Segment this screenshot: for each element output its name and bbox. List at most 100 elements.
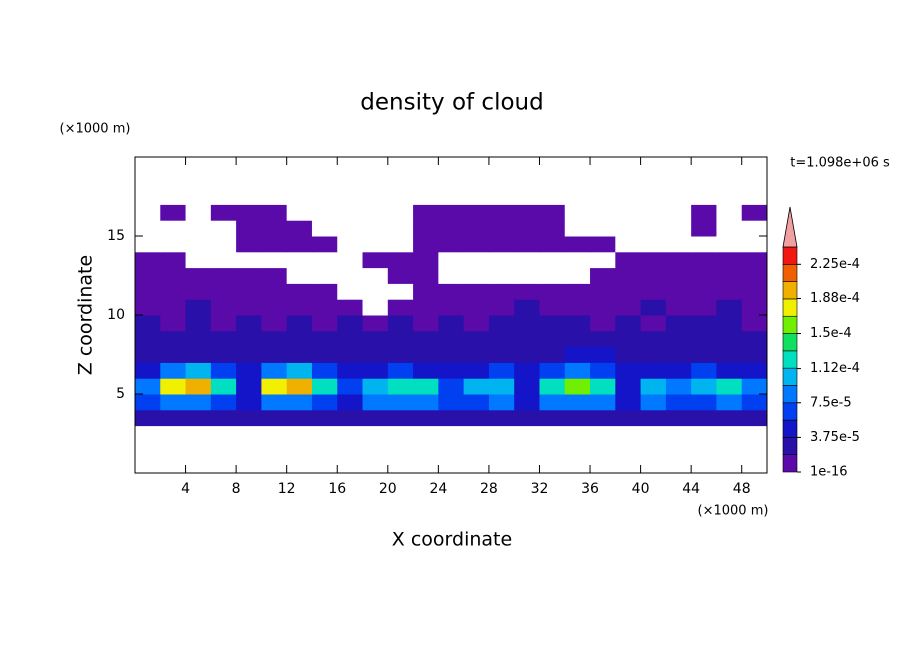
field-cell <box>590 330 616 348</box>
colorbar-box <box>782 281 798 300</box>
field-cell <box>539 236 566 253</box>
field-cell <box>463 267 490 284</box>
field-cell <box>665 188 692 205</box>
field-cell <box>640 283 667 300</box>
field-cell <box>236 188 262 205</box>
field-cell <box>741 315 768 332</box>
field-cell <box>413 299 439 316</box>
y-unit: (×1000 m) <box>60 122 131 137</box>
field-cell <box>615 409 642 427</box>
field-cell <box>236 251 262 269</box>
field-cell <box>463 346 490 363</box>
field-cell <box>311 330 338 348</box>
field-cell <box>514 299 540 316</box>
field-cell <box>640 330 667 348</box>
colorbar-box <box>782 419 798 438</box>
field-cell <box>463 378 490 395</box>
field-cell <box>665 204 692 221</box>
field-cell <box>413 220 439 237</box>
field-cell <box>362 236 389 253</box>
field-cell <box>488 330 515 348</box>
colorbar-box <box>782 264 798 282</box>
field-cell <box>261 394 288 411</box>
field-cell <box>387 394 414 411</box>
y-tick-label: 10 <box>107 307 125 323</box>
field-cell <box>413 378 439 395</box>
field-cell <box>539 267 566 284</box>
field <box>135 188 768 427</box>
field-cell <box>665 267 692 284</box>
field-cell <box>741 394 768 411</box>
field-cell <box>665 394 692 411</box>
field-cell <box>741 346 768 363</box>
field-cell <box>716 409 743 427</box>
field-cell <box>311 236 338 253</box>
field-cell <box>261 315 288 332</box>
field-cell <box>210 362 237 379</box>
field-cell <box>564 409 591 427</box>
field-cell <box>261 299 288 316</box>
field-cell <box>438 283 465 300</box>
field-cell <box>615 251 642 269</box>
field-cell <box>590 409 616 427</box>
field-cell <box>387 220 414 237</box>
field-cell <box>716 299 743 316</box>
x-tick-label: 36 <box>581 481 599 497</box>
x-axis-label: X coordinate <box>392 529 512 551</box>
colorbar-tick-label: 1e-16 <box>810 465 848 480</box>
field-cell <box>261 236 288 253</box>
field-cell <box>590 188 616 205</box>
field-cell <box>564 188 591 205</box>
field-cell <box>741 378 768 395</box>
colorbar-box <box>782 385 798 404</box>
colorbar-box <box>782 246 798 265</box>
field-cell <box>691 378 717 395</box>
field-cell <box>413 315 439 332</box>
field-cell <box>185 394 212 411</box>
field-cell <box>135 299 161 316</box>
field-cell <box>438 251 465 269</box>
field-cell <box>135 378 161 395</box>
field-cell <box>564 204 591 221</box>
field-cell <box>236 330 262 348</box>
field-cell <box>160 315 187 332</box>
field-cell <box>286 267 313 284</box>
field-cell <box>337 409 364 427</box>
field-cell <box>135 267 161 284</box>
field-cell <box>691 330 717 348</box>
field-cell <box>590 378 616 395</box>
field-cell <box>413 251 439 269</box>
field-cell <box>590 394 616 411</box>
field-cell <box>362 330 389 348</box>
field-cell <box>160 299 187 316</box>
field-cell <box>362 362 389 379</box>
field-cell <box>741 220 768 237</box>
field-cell <box>438 346 465 363</box>
colorbar-box <box>782 315 798 334</box>
field-cell <box>564 236 591 253</box>
field-cell <box>261 251 288 269</box>
field-cell <box>716 220 743 237</box>
x-unit: (×1000 m) <box>698 504 769 519</box>
field-cell <box>463 362 490 379</box>
field-cell <box>590 204 616 221</box>
field-cell <box>210 315 237 332</box>
colorbar-box <box>782 402 798 421</box>
colorbar-box <box>782 298 798 317</box>
x-tick-label: 44 <box>682 481 700 497</box>
field-cell <box>640 299 667 316</box>
field-cell <box>387 378 414 395</box>
field-cell <box>160 267 187 284</box>
field-cell <box>261 330 288 348</box>
field-cell <box>160 409 187 427</box>
field-cell <box>691 315 717 332</box>
field-cell <box>261 188 288 205</box>
field-cell <box>665 378 692 395</box>
field-cell <box>210 299 237 316</box>
field-cell <box>665 251 692 269</box>
field-cell <box>286 315 313 332</box>
field-cell <box>564 362 591 379</box>
field-cell <box>337 188 364 205</box>
field-cell <box>236 299 262 316</box>
field-cell <box>640 188 667 205</box>
